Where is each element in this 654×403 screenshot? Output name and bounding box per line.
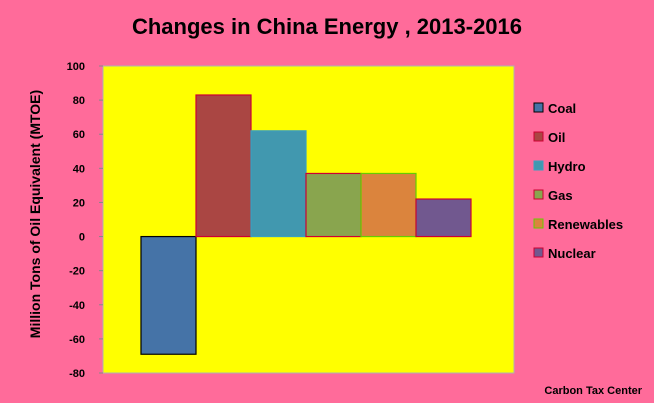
legend-swatch-hydro — [533, 160, 544, 171]
y-tick-label: 20 — [73, 197, 85, 209]
source-credit: Carbon Tax Center — [544, 385, 642, 397]
bar-nuclear — [415, 198, 472, 238]
y-tick-label: 0 — [79, 232, 85, 244]
y-tick-label: -40 — [69, 300, 85, 312]
y-tick-label: 100 — [67, 61, 85, 73]
bar-renewables — [360, 172, 417, 238]
legend-swatch-nuclear — [533, 247, 544, 258]
chart-title: Changes in China Energy , 2013-2016 — [131, 14, 523, 39]
y-tick-label: 60 — [73, 129, 85, 141]
bars — [140, 94, 472, 355]
y-axis-ticks: 100 80 60 40 20 0 -20 -40 -60 -80 — [67, 61, 103, 380]
y-tick-label: 80 — [73, 95, 85, 107]
bar-gas — [305, 172, 362, 238]
legend-label-hydro: Hydro — [548, 159, 586, 174]
bar-oil — [195, 94, 252, 238]
legend-swatch-coal — [533, 102, 544, 113]
legend: Coal Oil Hydro Gas Renewables Nuclear — [533, 101, 623, 261]
legend-swatch-renewables — [533, 218, 544, 229]
legend-swatch-oil — [533, 131, 544, 142]
y-tick-label: -80 — [69, 368, 85, 380]
legend-label-coal: Coal — [548, 101, 576, 116]
y-tick-label: -20 — [69, 266, 85, 278]
y-tick-label: 40 — [73, 163, 85, 175]
y-tick-label: -60 — [69, 334, 85, 346]
legend-label-gas: Gas — [548, 188, 573, 203]
legend-label-renewables: Renewables — [548, 217, 623, 232]
legend-label-oil: Oil — [548, 130, 565, 145]
bar-coal — [140, 235, 197, 355]
bar-hydro — [250, 130, 307, 238]
legend-swatch-gas — [533, 189, 544, 200]
legend-label-nuclear: Nuclear — [548, 246, 596, 261]
